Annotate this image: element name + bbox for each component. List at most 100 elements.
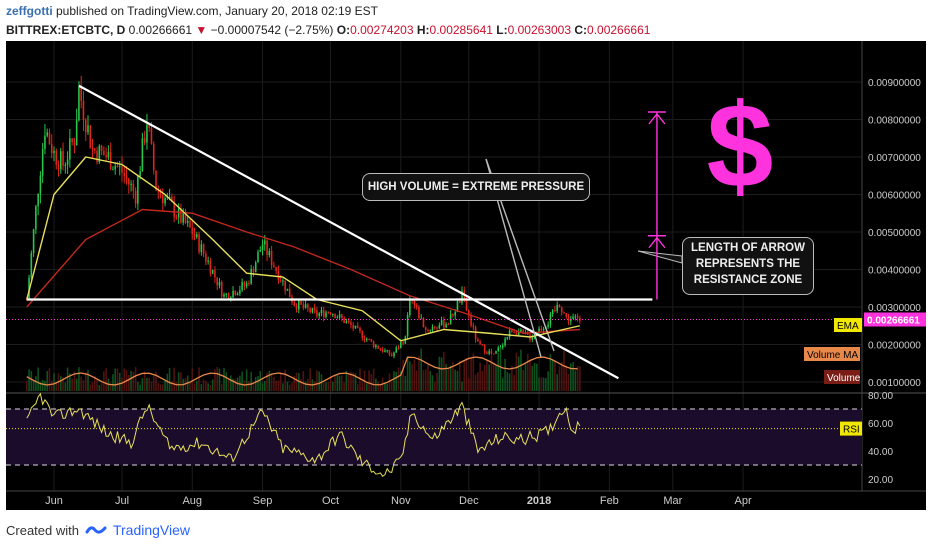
footer: Created with TradingView: [6, 522, 190, 538]
candle-body: [434, 326, 436, 328]
rsi-line: [26, 392, 581, 477]
candle-body: [447, 324, 450, 326]
candle-body: [35, 206, 37, 230]
volume-bar: [352, 372, 354, 391]
candle-body: [452, 313, 454, 316]
candle-body: [332, 313, 334, 315]
volume-bar: [440, 357, 443, 391]
candle-body: [574, 316, 577, 318]
volume-bar: [497, 352, 500, 391]
volume-bar: [91, 382, 94, 391]
candle-body: [173, 201, 175, 218]
candle-body: [80, 86, 82, 101]
candle-body: [205, 253, 207, 262]
candle-body: [112, 169, 114, 171]
volume-bar: [488, 364, 490, 391]
candle-body: [128, 178, 130, 185]
candle-body: [375, 345, 377, 348]
volume-bar: [44, 380, 46, 391]
volume-bar: [227, 379, 230, 391]
volume-bar: [422, 370, 425, 391]
high-label: H:: [416, 23, 430, 37]
volume-bar: [73, 371, 76, 391]
last-price: 0.00266661: [128, 23, 193, 37]
candle-body: [150, 127, 153, 144]
candle-body: [180, 208, 182, 223]
candle-body: [298, 300, 300, 310]
candle-body: [288, 288, 291, 298]
candle-body: [413, 299, 416, 306]
author-name[interactable]: zeffgotti: [6, 4, 53, 18]
volume-bar: [506, 371, 509, 391]
volume-bar: [261, 383, 264, 391]
volume-bar: [515, 352, 518, 391]
volume-bar: [556, 374, 558, 391]
candle-body: [143, 138, 146, 143]
candle-body: [563, 312, 565, 314]
volume-bar: [268, 370, 271, 391]
volume-bar: [243, 380, 246, 391]
volume-bar: [180, 372, 182, 391]
volume-bar: [479, 362, 481, 391]
tradingview-brand[interactable]: TradingView: [112, 522, 191, 538]
candle-body: [384, 350, 386, 352]
volume-bar: [370, 373, 373, 391]
high-value: 0.00285641: [429, 23, 493, 37]
volume-bar: [250, 371, 252, 391]
candle-body: [236, 293, 239, 295]
volume-bar: [526, 353, 529, 391]
candle-body: [37, 193, 39, 207]
volume-bar: [418, 355, 420, 391]
volume-bar: [302, 371, 305, 391]
volume-ma-line: [26, 356, 578, 386]
volume-bar: [150, 382, 153, 391]
volume-bar: [511, 365, 513, 391]
candle-body: [445, 324, 447, 328]
volume-bar: [234, 379, 237, 391]
candle-body: [132, 183, 135, 191]
chart-panel[interactable]: $0.00900000 0.00800000 0.00700000 0.0060000…: [6, 41, 926, 510]
volume-bar: [121, 377, 123, 391]
volume-bar: [477, 372, 479, 391]
volume-bar: [109, 383, 112, 391]
candle-body: [286, 288, 289, 291]
rsi-tag-label: RSI: [843, 425, 860, 436]
volume-bar: [329, 376, 332, 391]
candle-body: [94, 148, 96, 151]
volume-bar: [524, 363, 527, 391]
volume-bar: [286, 381, 289, 391]
candle-body: [352, 325, 354, 329]
price-change: −0.00007542 (−2.75%): [210, 23, 334, 37]
volume-bar: [28, 369, 30, 391]
volume-bar: [112, 374, 114, 391]
candle-body: [130, 183, 132, 185]
candle-body: [137, 176, 139, 204]
volume-bar: [338, 375, 341, 391]
volume-bar: [41, 379, 44, 391]
volume-bar: [53, 373, 55, 391]
volume-bar: [554, 360, 556, 391]
volume-bar: [570, 363, 572, 391]
volume-bar: [332, 381, 334, 391]
volume-bar: [411, 364, 413, 391]
candle-body: [277, 271, 280, 281]
volume-bar: [472, 353, 475, 391]
candle-body: [123, 172, 126, 176]
volume-bar: [372, 368, 375, 391]
candle-body: [114, 165, 116, 170]
volume-bar: [481, 371, 484, 391]
candle-body: [157, 190, 160, 192]
volume-bar: [361, 382, 364, 391]
volume-bar: [347, 373, 350, 391]
candle-body: [570, 318, 572, 322]
candle-body: [225, 293, 228, 295]
candle-body: [279, 280, 282, 282]
candle-body: [146, 124, 148, 143]
indicator-tag-label: Volume MA: [807, 350, 858, 361]
rsi-tag: [840, 421, 862, 436]
candle-body: [293, 301, 296, 306]
candle-body: [551, 310, 554, 315]
candle-body: [560, 307, 563, 313]
candle-body: [98, 145, 101, 163]
volume-bar: [205, 381, 207, 391]
